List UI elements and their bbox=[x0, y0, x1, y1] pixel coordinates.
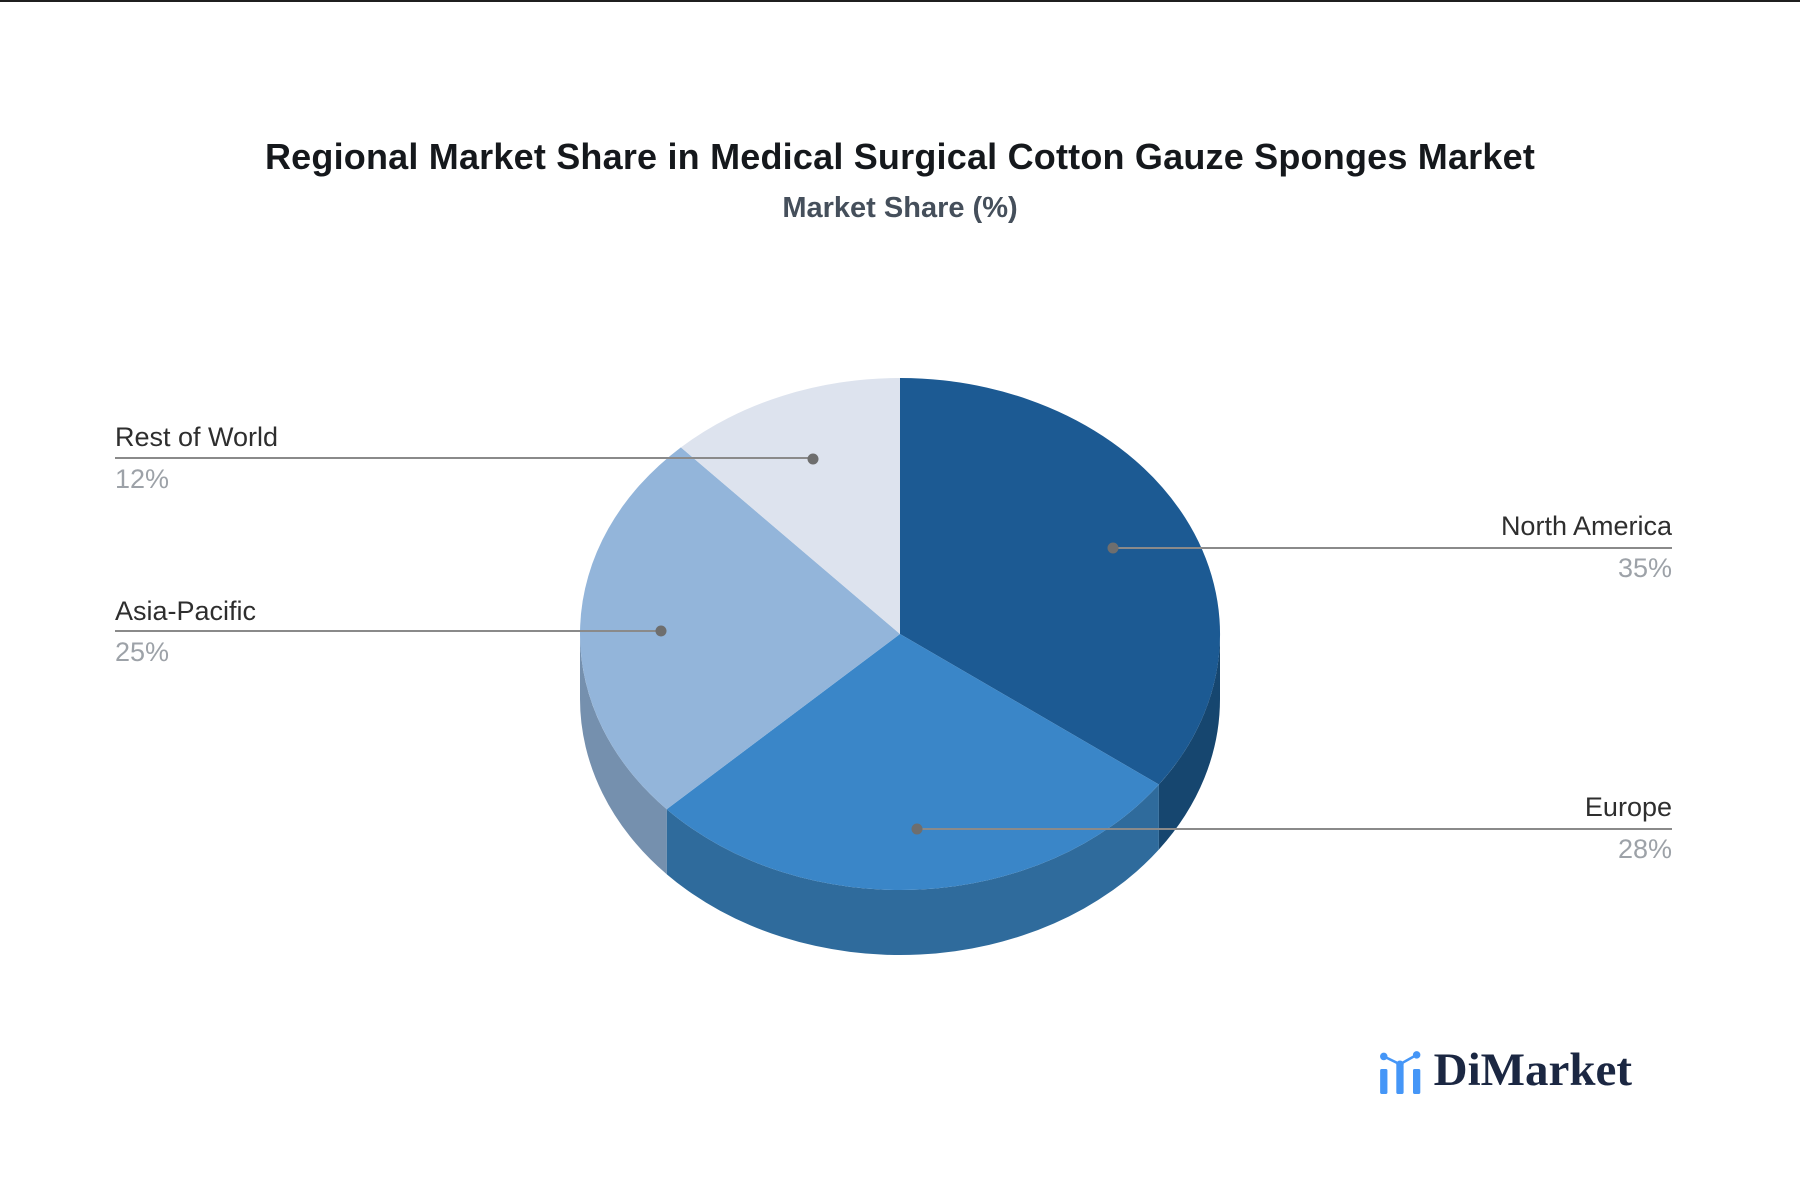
callout-dots bbox=[655, 453, 1119, 835]
pie-slice-rest-of-world[interactable] bbox=[680, 378, 900, 634]
slice-value-rest-of-world: 12% bbox=[115, 464, 170, 494]
pie-3d bbox=[580, 378, 1221, 956]
bar-line-chart-logo-icon bbox=[1379, 1051, 1421, 1094]
callout-lines bbox=[115, 457, 1672, 830]
slice-value-north-america: 35% bbox=[1617, 553, 1672, 583]
slice-label-asia-pacific: Asia-Pacific bbox=[115, 596, 257, 626]
chart-title: Regional Market Share in Medical Surgica… bbox=[264, 136, 1536, 177]
brand-logo: DiMarket bbox=[1378, 1042, 1632, 1094]
pie-slice-side-europe bbox=[666, 784, 1159, 956]
pie-slice-north-america[interactable] bbox=[900, 378, 1221, 785]
slice-label-europe: Europe bbox=[1584, 792, 1672, 822]
pie-slice-asia-pacific[interactable] bbox=[580, 447, 900, 810]
slice-value-europe: 28% bbox=[1617, 834, 1672, 864]
pie-slice-europe[interactable] bbox=[666, 634, 1159, 891]
callout-dot-asia-pacific bbox=[655, 625, 667, 637]
pie-slice-side-asia-pacific bbox=[580, 634, 667, 875]
chart-subtitle: Market Share (%) bbox=[782, 192, 1018, 224]
slice-label-north-america: North America bbox=[1500, 511, 1672, 541]
slice-label-rest-of-world: Rest of World bbox=[115, 422, 279, 452]
callout-dot-europe bbox=[911, 823, 923, 835]
brand-name: DiMarket bbox=[1433, 1044, 1632, 1096]
callout-dot-rest-of-world bbox=[807, 453, 819, 465]
pie-slice-side-north-america bbox=[1158, 634, 1220, 850]
slice-value-asia-pacific: 25% bbox=[115, 637, 170, 667]
callout-dot-north-america bbox=[1107, 542, 1119, 554]
